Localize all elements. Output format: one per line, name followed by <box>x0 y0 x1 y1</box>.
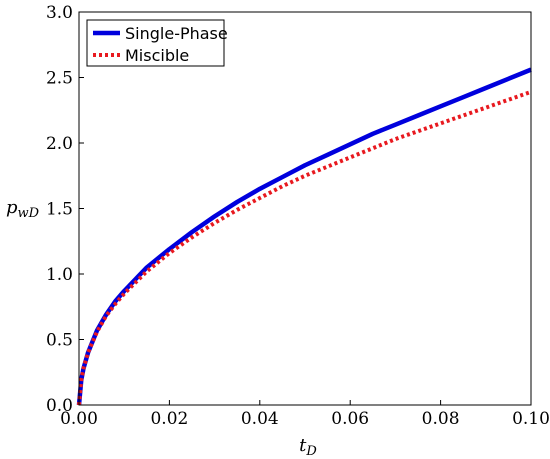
y-tick-label: 3.0 <box>46 3 73 23</box>
x-tick-label: 0.02 <box>150 409 188 429</box>
y-tick-label: 1.5 <box>46 200 73 220</box>
x-tick-label: 0.08 <box>422 409 460 429</box>
x-tick-label: 0.04 <box>241 409 279 429</box>
x-axis-label: tD <box>299 435 317 459</box>
legend: Single-Phase Miscible <box>86 19 228 67</box>
y-axis-label: pwD <box>6 197 40 221</box>
y-tick-label: 1.0 <box>46 265 73 285</box>
legend-box <box>86 19 225 67</box>
x-tick-label: 0.00 <box>60 409 98 429</box>
y-axis-ticks: 0.0 0.5 1.0 1.5 2.0 2.5 3.0 <box>46 3 84 416</box>
series-line-miscible <box>77 90 532 406</box>
legend-label-miscible: Miscible <box>125 46 189 65</box>
plot-lines <box>76 67 532 406</box>
x-tick-label: 0.10 <box>512 409 550 429</box>
y-tick-label: 2.0 <box>46 134 73 154</box>
series-line-single-phase <box>76 67 532 406</box>
x-axis-ticks: 0.00 0.02 0.04 0.06 0.08 0.10 <box>60 400 550 429</box>
y-tick-label: 0.5 <box>46 331 73 351</box>
y-tick-label: 0.0 <box>46 396 73 416</box>
y-tick-label: 2.5 <box>46 69 73 89</box>
legend-label-single-phase: Single-Phase <box>125 24 228 43</box>
x-tick-label: 0.06 <box>331 409 369 429</box>
plot-frame <box>78 11 532 406</box>
